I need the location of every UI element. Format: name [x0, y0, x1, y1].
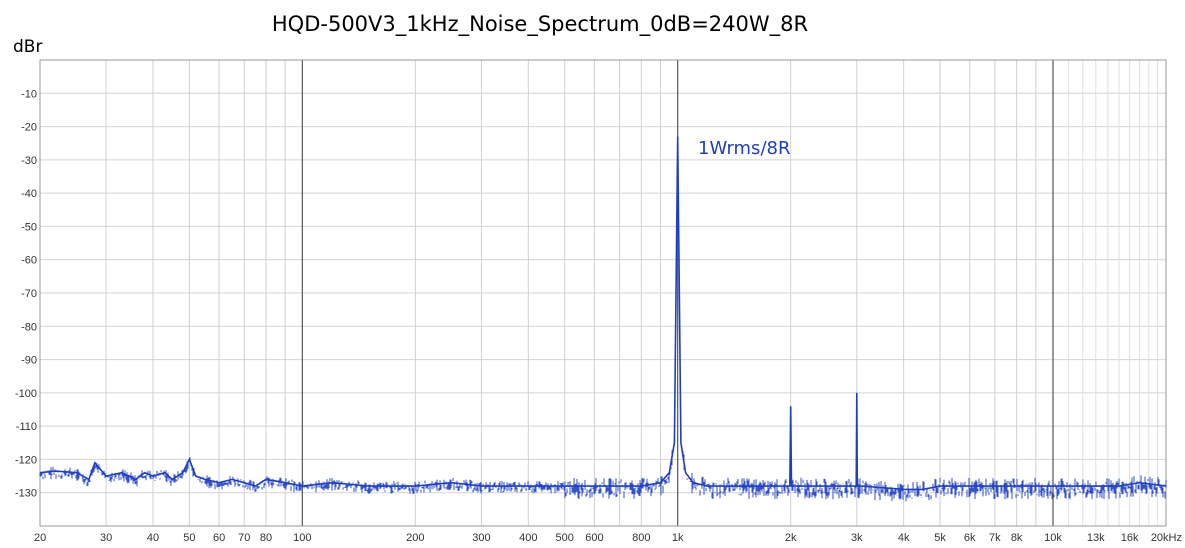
x-tick-label: 20	[34, 532, 46, 544]
y-tick-label: -80	[21, 321, 37, 333]
plot-frame	[39, 59, 1167, 527]
y-tick-label: -100	[15, 388, 37, 400]
x-tick-label: 30	[100, 532, 112, 544]
y-tick-label: -10	[21, 88, 37, 100]
x-tick-label: 300	[472, 532, 490, 544]
x-tick-label: 3k	[851, 532, 863, 544]
x-tick-label: 60	[213, 532, 225, 544]
peak-annotation: 1Wrms/8R	[698, 138, 790, 159]
y-tick-label: -60	[21, 255, 37, 267]
y-tick-label: -130	[15, 488, 37, 500]
x-tick-label: 16k	[1121, 532, 1139, 544]
x-tick-label: 40	[147, 532, 159, 544]
x-tick-label: 2k	[785, 532, 797, 544]
x-tick-label: 4k	[898, 532, 910, 544]
x-tick-label: 10k	[1044, 532, 1062, 544]
x-tick-label: 20kHz	[1151, 532, 1182, 544]
plot-area: -10 -20 -30 -40 -50 -60 -70 -80 -90 -100 -110 -120 -…	[15, 59, 1182, 544]
y-tick-label: -30	[21, 155, 37, 167]
y-tick-label: -90	[21, 355, 37, 367]
series-noise	[39, 450, 1167, 502]
y-tick-label: -50	[21, 221, 37, 233]
y-tick-label: -120	[15, 454, 37, 466]
x-tick-label: 800	[632, 532, 650, 544]
x-tick-label: 500	[556, 532, 574, 544]
y-tick-label: -70	[21, 288, 37, 300]
x-tick-label: 100	[293, 532, 311, 544]
x-tick-label: 6k	[964, 532, 976, 544]
chart-title: HQD-500V3_1kHz_Noise_Spectrum_0dB=240W_8…	[272, 12, 808, 37]
x-tick-label: 5k	[934, 532, 946, 544]
x-tick-label: 80	[260, 532, 272, 544]
y-axis-label: dBr	[13, 37, 42, 57]
x-tick-label: 400	[519, 532, 537, 544]
x-tick-label: 70	[238, 532, 250, 544]
x-tick-label: 200	[406, 532, 424, 544]
x-tick-label: 50	[183, 532, 195, 544]
x-tick-label: 1k	[672, 532, 684, 544]
x-tick-label: 13k	[1087, 532, 1105, 544]
x-tick-label: 600	[585, 532, 603, 544]
x-tick-label: 7k	[989, 532, 1001, 544]
y-tick-label: -110	[16, 421, 37, 433]
y-tick-label: -20	[21, 122, 37, 134]
x-tick-label: 8k	[1011, 532, 1023, 544]
y-tick-label: -40	[21, 188, 37, 200]
